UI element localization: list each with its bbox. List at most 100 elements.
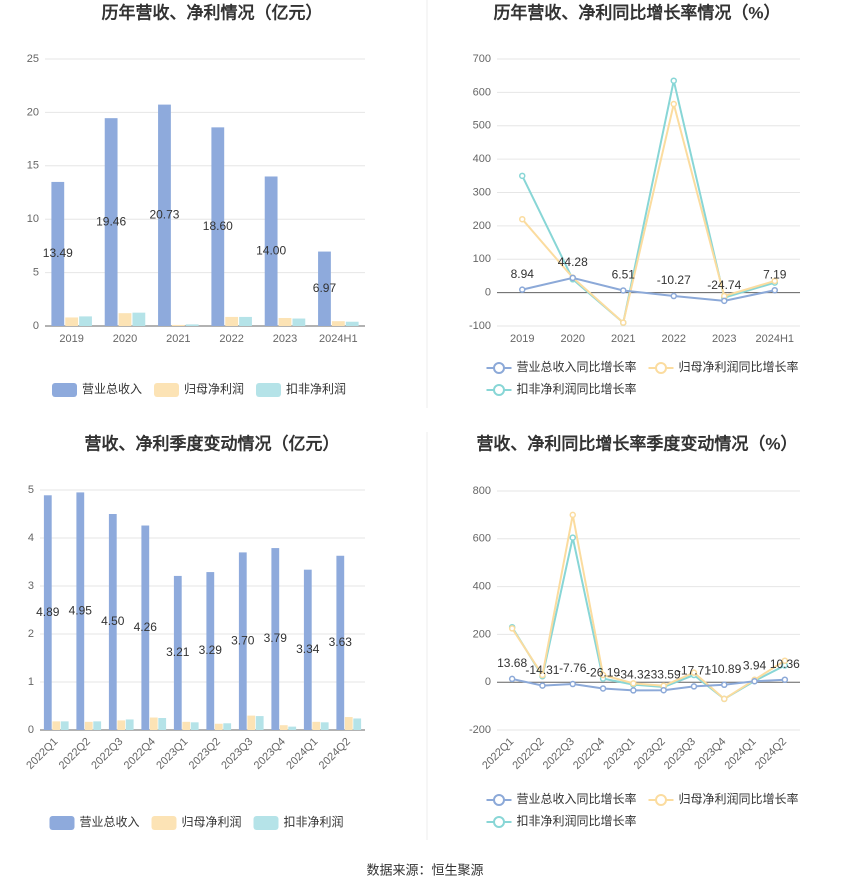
- y-tick-label: 100: [473, 253, 491, 265]
- legend-label: 营业总收入同比增长率: [517, 791, 637, 806]
- point: [569, 511, 576, 519]
- x-tick-label: 2023: [273, 333, 297, 345]
- point: [508, 675, 516, 683]
- bar: [104, 118, 118, 326]
- point: [771, 277, 778, 285]
- data-label: 44.28: [558, 255, 588, 269]
- chart-title: 营收、净利同比增长率季度变动情况（%）: [476, 433, 797, 453]
- legend-label: 营业总收入: [82, 382, 142, 396]
- data-label: 6.51: [612, 268, 636, 282]
- legend-swatch: [256, 383, 281, 397]
- data-label: 3.21: [166, 645, 190, 659]
- legend-label: 归母净利润: [184, 382, 244, 396]
- x-tick-label: 2023Q3: [662, 736, 698, 772]
- y-tick-label: 5: [33, 267, 39, 279]
- y-tick-label: 0: [485, 676, 491, 688]
- bar: [239, 316, 252, 326]
- x-tick-label: 2023Q2: [632, 736, 668, 772]
- y-tick-label: 400: [473, 153, 491, 165]
- point: [569, 274, 576, 282]
- bar: [255, 716, 264, 730]
- y-tick-label: 10: [27, 213, 39, 225]
- x-tick-label: 2022Q3: [541, 736, 577, 772]
- bar: [247, 715, 256, 730]
- bar: [51, 181, 65, 326]
- y-tick-label: 600: [473, 533, 491, 545]
- y-tick-label: 0: [28, 724, 34, 736]
- data-label: -33.59: [647, 667, 681, 681]
- x-tick-label: 2020: [113, 333, 137, 345]
- y-tick-label: 700: [473, 53, 491, 65]
- x-tick-label: 2023Q1: [154, 736, 190, 772]
- x-tick-label: 2022Q4: [122, 736, 158, 772]
- data-label: -26.19: [586, 666, 620, 680]
- y-tick-label: 1: [28, 676, 34, 688]
- point: [539, 671, 546, 679]
- y-tick-label: 600: [473, 86, 491, 98]
- point: [670, 77, 677, 84]
- data-label: 4.89: [36, 605, 60, 619]
- data-label: -17.71: [677, 664, 711, 678]
- data-label: 3.70: [231, 633, 255, 647]
- bar: [118, 313, 132, 326]
- point: [519, 215, 526, 223]
- bar: [141, 525, 150, 730]
- source: 数据来源：恒生聚源: [366, 862, 483, 877]
- legend-swatch: [49, 816, 75, 830]
- line: [521, 80, 776, 325]
- data-label: 13.68: [497, 656, 527, 670]
- data-label: 4.95: [69, 603, 93, 617]
- x-tick-label: 2024H1: [755, 333, 794, 345]
- bar: [264, 176, 278, 326]
- point: [508, 625, 516, 632]
- data-label: 4.50: [101, 614, 125, 628]
- bar: [65, 317, 79, 326]
- x-tick-label: 2019: [59, 333, 83, 345]
- line: [521, 103, 776, 325]
- bar: [171, 324, 185, 326]
- x-tick-label: 2022Q4: [571, 736, 607, 772]
- bar: [211, 127, 225, 327]
- data-label: 10.36: [770, 657, 800, 671]
- legend-swatch: [655, 794, 667, 806]
- point: [519, 172, 526, 180]
- bar: [79, 316, 92, 326]
- point: [690, 683, 698, 690]
- x-tick-label: 2021: [611, 333, 635, 345]
- y-tick-label: 200: [473, 220, 491, 232]
- x-tick-label: 2024Q2: [753, 736, 789, 772]
- data-label: 3.94: [743, 658, 767, 672]
- point: [771, 286, 778, 294]
- bar: [182, 721, 191, 730]
- bar: [149, 717, 158, 730]
- x-tick-label: 2023: [712, 333, 736, 345]
- point: [569, 534, 576, 541]
- bar: [52, 721, 61, 730]
- x-tick-label: 2022Q3: [89, 736, 125, 772]
- legend-label: 营业总收入同比增长率: [517, 359, 637, 374]
- bar: [238, 552, 247, 730]
- bar: [353, 718, 362, 730]
- x-tick-label: 2024Q2: [317, 736, 353, 772]
- data-label: 13.49: [43, 246, 73, 260]
- bar: [303, 569, 312, 730]
- legend-label: 扣非净利润同比增长率: [517, 813, 637, 828]
- data-label: 3.63: [329, 635, 353, 649]
- y-tick-label: -100: [469, 320, 491, 332]
- point: [630, 680, 637, 687]
- point: [599, 685, 607, 692]
- y-tick-label: -200: [469, 724, 491, 736]
- legend-label: 扣非净利润同比增长率: [517, 381, 637, 396]
- data-label: -7.76: [559, 661, 587, 675]
- bar: [271, 548, 280, 730]
- legend-swatch: [154, 383, 179, 397]
- bar: [158, 718, 167, 730]
- bar: [225, 316, 239, 326]
- legend-label: 扣非净利润: [284, 815, 344, 829]
- x-tick-label: 2021: [166, 333, 190, 345]
- y-tick-label: 20: [27, 106, 39, 118]
- line: [511, 677, 785, 692]
- bar: [292, 318, 306, 326]
- point: [721, 297, 728, 305]
- x-tick-label: 2020: [561, 333, 585, 345]
